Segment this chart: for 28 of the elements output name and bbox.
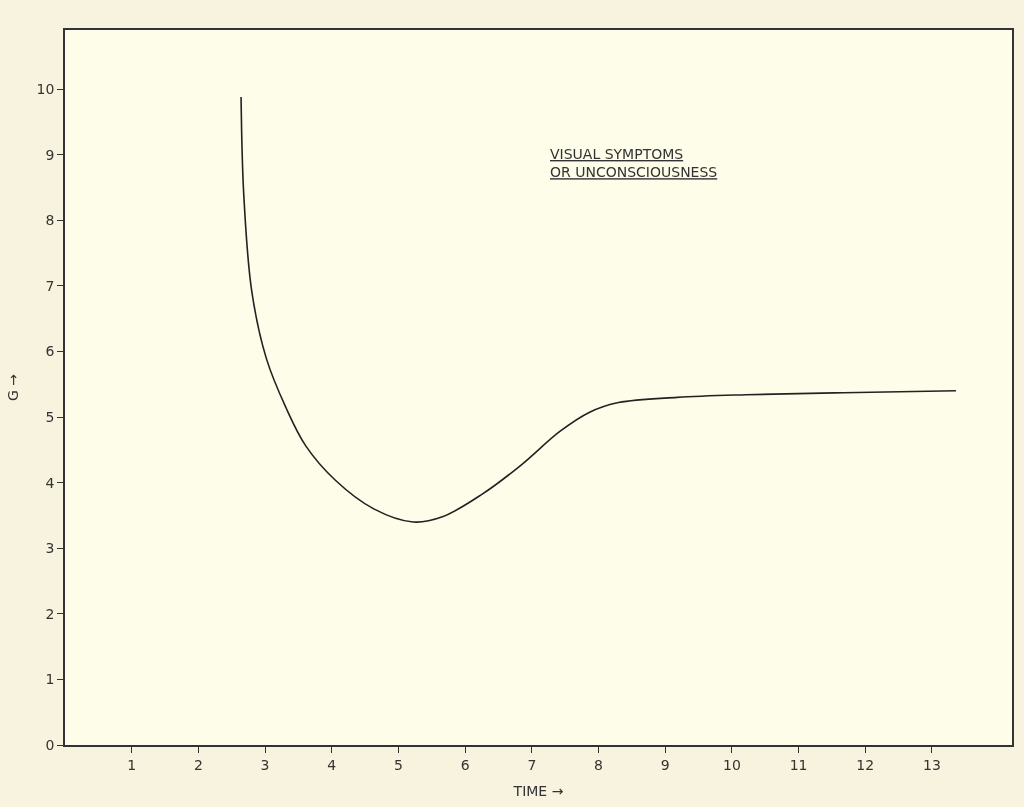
x-tick-label: 2 xyxy=(193,756,203,773)
x-axis-title: TIME → xyxy=(512,783,564,800)
y-tick-label: 9 xyxy=(45,146,55,163)
x-tick-label: 1 xyxy=(127,756,137,773)
y-tick-label: 2 xyxy=(45,605,55,622)
y-tick-label: 7 xyxy=(45,277,55,294)
x-tick-label: 8 xyxy=(594,756,603,773)
x-tick-label: 6 xyxy=(460,756,470,773)
x-tick-label: 12 xyxy=(856,756,875,773)
y-axis-title: G → xyxy=(4,373,21,402)
x-tick-label: 13 xyxy=(923,756,941,773)
y-tick-label: 0 xyxy=(45,736,55,753)
y-tick-label: 1 xyxy=(45,671,55,688)
x-tick-label: 7 xyxy=(527,756,537,773)
y-tick-label: 8 xyxy=(45,212,55,229)
y-tick-label: 10 xyxy=(36,80,55,97)
y-tick-label: 6 xyxy=(45,343,55,360)
x-tick-label: 9 xyxy=(660,756,670,773)
y-tick-label: 5 xyxy=(45,408,55,425)
x-tick-label: 3 xyxy=(260,756,270,773)
y-tick-label: 4 xyxy=(45,474,55,491)
line-series xyxy=(240,96,957,523)
x-tick-label: 5 xyxy=(393,756,403,773)
y-tick-label: 3 xyxy=(45,540,55,557)
x-tick-label: 11 xyxy=(789,756,808,773)
annotation: VISUAL SYMPTOMS OR UNCONSCIOUSNESS xyxy=(550,146,718,181)
x-tick-label: 10 xyxy=(722,756,741,773)
x-tick-label: 4 xyxy=(327,756,337,773)
